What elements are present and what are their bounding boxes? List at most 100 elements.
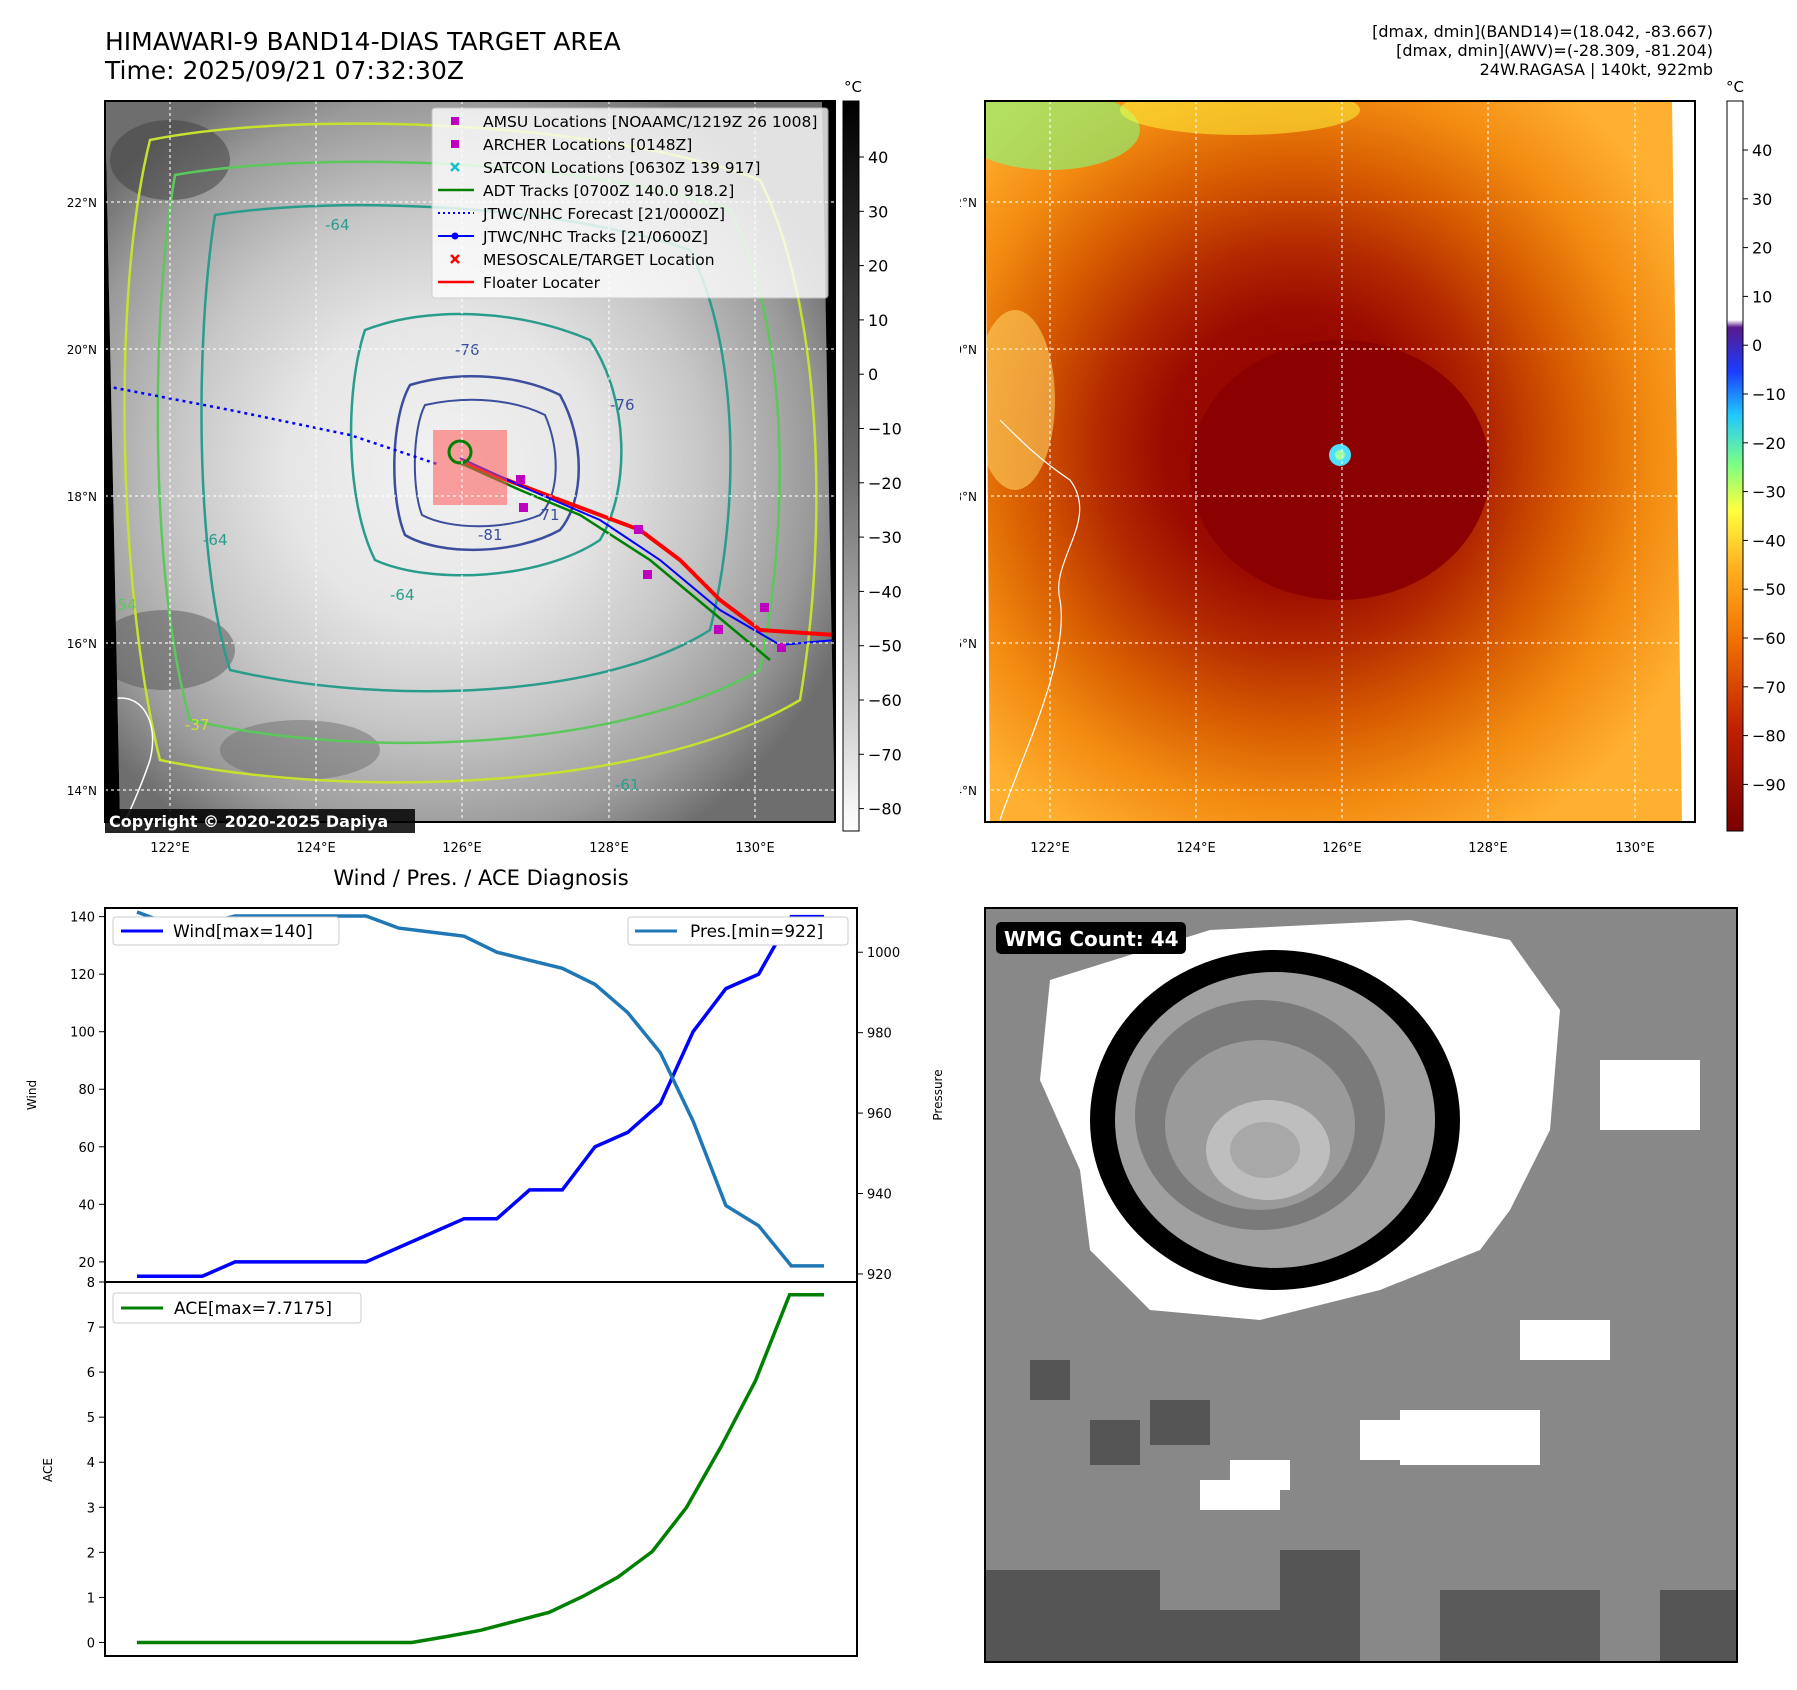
info-block: [dmax, dmin](BAND14)=(18.042, -83.667) [… (1372, 22, 1713, 79)
wind-tick-label: 40 (78, 1198, 95, 1213)
legend-label: MESOSCALE/TARGET Location (483, 251, 715, 269)
diagnosis-chart: Wind / Pres. / ACE Diagnosis 20406080100… (25, 866, 945, 1657)
ace-series-line (137, 1292, 824, 1645)
lon-tick-label: 130°E (735, 841, 775, 856)
colorbar-unit: °C (844, 78, 862, 96)
pressure-tick-label: 960 (867, 1107, 892, 1122)
lat-tick-label: 16°N (960, 637, 977, 651)
pressure-axis-label: Pressure (931, 1069, 945, 1120)
wind-tick-label: 20 (78, 1256, 95, 1271)
colorbar-tick: −70 (868, 745, 902, 764)
pressure-tick-label: 940 (867, 1188, 892, 1203)
lat-tick-label: 20°N (960, 343, 977, 357)
colorbar-tick: 10 (1752, 287, 1772, 306)
legend-label: ARCHER Locations [0148Z] (483, 136, 692, 154)
pressure-tick-label: 920 (867, 1268, 892, 1283)
lon-tick-label: 124°E (1176, 841, 1216, 856)
colorbar-tick: 40 (1752, 141, 1772, 160)
colorbar-tick: 30 (868, 202, 888, 221)
colorbar-tick: −40 (1752, 531, 1786, 550)
colorbar-tick: 10 (868, 311, 888, 330)
contour-label: -64 (203, 531, 228, 549)
title-line-1: HIMAWARI-9 BAND14-DIAS TARGET AREA (105, 27, 621, 56)
ir-map-panel: -76 -76 -81 -64 -64 -64 -54 -37 -61 -71 … (67, 78, 902, 856)
legend-marker (450, 162, 460, 172)
ace-legend (112, 1292, 362, 1324)
wind-pressure-frame (104, 907, 858, 1283)
lat-tick-label: 20°N (67, 343, 97, 357)
lat-tick-label: 18°N (960, 490, 977, 504)
lon-tick-label: 122°E (1030, 841, 1070, 856)
wmg-count-label: WMG Count: 44 (1004, 927, 1179, 951)
lat-tick-label: 14°N (67, 784, 97, 798)
wind-tick-label: 60 (78, 1141, 95, 1156)
chart-title: Wind / Pres. / ACE Diagnosis (333, 866, 628, 890)
legend-label: Floater Locater (483, 274, 601, 292)
wind-tick-label: 140 (70, 911, 95, 926)
contour-label: -64 (390, 586, 415, 604)
colorbar-tick: −30 (1752, 483, 1786, 502)
legend-marker (451, 117, 459, 125)
info-line-2: [dmax, dmin](AWV)=(-28.309, -81.204) (1396, 41, 1713, 60)
legend-label: ADT Tracks [0700Z 140.0 918.2] (483, 182, 734, 200)
lon-tick-label: 128°E (589, 841, 629, 856)
wind-series-line (137, 914, 824, 1278)
ace-legend-label: ACE[max=7.7175] (174, 1299, 332, 1319)
pressure-tick-label: 980 (867, 1027, 892, 1042)
legend-marker (450, 254, 460, 264)
colorbar-unit: °C (1726, 78, 1744, 96)
colorbar-tick: −50 (868, 637, 902, 656)
colorbar-tick: −20 (868, 474, 902, 493)
ace-tick-label: 8 (87, 1276, 95, 1291)
lon-tick-label: 122°E (150, 841, 190, 856)
legend-label: SATCON Locations [0630Z 139 917] (483, 159, 760, 177)
colorbar-tick: 30 (1752, 190, 1772, 209)
wmg-count-badge (996, 922, 1186, 954)
wind-axis-label: Wind (25, 1080, 39, 1110)
info-line-3: 24W.RAGASA | 140kt, 922mb (1479, 60, 1713, 79)
colorbar-tick: −80 (1752, 727, 1786, 746)
lat-tick-label: 14°N (960, 784, 977, 798)
colorbar-tick: −30 (868, 528, 902, 547)
wind-tick-label: 100 (70, 1026, 95, 1041)
wind-legend (112, 916, 340, 946)
pressure-legend (627, 916, 849, 946)
contour-label: -76 (610, 396, 635, 414)
colorbar-tick: −50 (1752, 580, 1786, 599)
ace-tick-label: 7 (87, 1321, 95, 1336)
ace-tick-label: 6 (87, 1366, 95, 1381)
colorbar-tick: 0 (1752, 336, 1762, 355)
colorbar-tick: −10 (868, 420, 902, 439)
lon-tick-label: 128°E (1468, 841, 1508, 856)
colorbar-tick: −60 (868, 691, 902, 710)
wind-tick-label: 120 (70, 968, 95, 983)
lat-tick-label: 22°N (960, 196, 977, 210)
enhanced-map-panel: °C 403020100−10−20−30−40−50−60−70−80−90 … (960, 78, 1786, 856)
title-line-2: Time: 2025/09/21 07:32:30Z (105, 56, 464, 85)
colorbar-tick: 40 (868, 148, 888, 167)
lon-tick-label: 126°E (442, 841, 482, 856)
pressure-tick-label: 1000 (867, 946, 900, 961)
contour-label: -64 (325, 216, 350, 234)
contour-label: -37 (185, 716, 210, 734)
contour-label: -71 (535, 506, 560, 524)
legend-marker (451, 140, 459, 148)
colorbar-tick: −70 (1752, 678, 1786, 697)
ace-frame (104, 1281, 858, 1657)
colorbar-tick: 0 (868, 365, 878, 384)
wind-legend-label: Wind[max=140] (173, 922, 313, 942)
lon-tick-label: 124°E (296, 841, 336, 856)
pressure-series-line (136, 910, 824, 1268)
legend-label: AMSU Locations [NOAAMC/1219Z 26 1008] (483, 113, 817, 131)
ace-axis-label: ACE (41, 1458, 55, 1482)
ace-tick-label: 0 (87, 1636, 95, 1651)
colorbar-tick: 20 (1752, 239, 1772, 258)
colorbar-tick: −20 (1752, 434, 1786, 453)
colorbar-tick: 20 (868, 257, 888, 276)
colorbar-tick: −40 (868, 582, 902, 601)
colorbar-tick: −90 (1752, 775, 1786, 794)
wind-tick-label: 80 (78, 1083, 95, 1098)
contour-label: -76 (455, 341, 480, 359)
colorbar-tick: −80 (868, 800, 902, 819)
legend-label: JTWC/NHC Forecast [21/0000Z] (482, 205, 725, 223)
